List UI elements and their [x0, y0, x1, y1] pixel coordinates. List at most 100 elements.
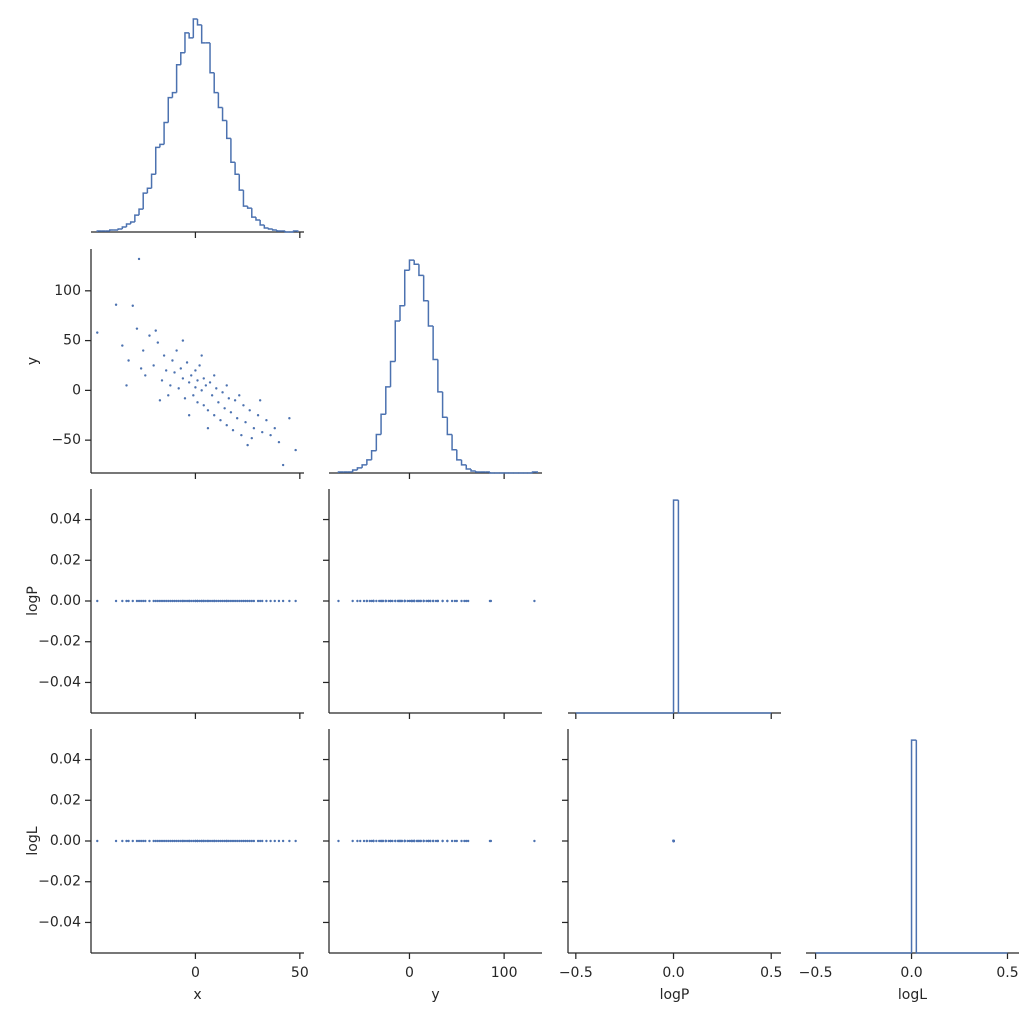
- scatter-point: [210, 599, 214, 603]
- histogram-bin: [389, 360, 396, 387]
- scatter-point: [173, 839, 176, 843]
- scatter-point: [227, 397, 231, 400]
- histogram-bin: [159, 143, 165, 148]
- histogram-bin: [451, 434, 457, 451]
- scatter-point: [413, 599, 416, 603]
- scatter-point: [152, 839, 155, 843]
- scatter-point: [131, 304, 134, 307]
- histogram-bin: [394, 320, 400, 362]
- histogram-bin: [441, 391, 448, 419]
- scatter-point: [235, 599, 239, 603]
- y-tick-label: 0.04: [50, 752, 81, 768]
- histogram-bin: [267, 228, 273, 230]
- scatter-point: [206, 427, 210, 430]
- scatter-point: [154, 329, 157, 332]
- scatter-point: [446, 599, 449, 603]
- scatter-point: [246, 599, 249, 603]
- y-axis-label: logL: [25, 826, 41, 855]
- scatter-point: [396, 599, 400, 603]
- y-tick-label: 0: [72, 382, 81, 398]
- scatter-point: [417, 599, 421, 603]
- scatter-point: [221, 391, 224, 394]
- histogram-bin: [255, 217, 261, 221]
- scatter-point: [400, 599, 404, 603]
- scatter-point: [187, 414, 191, 417]
- scatter-point: [175, 839, 178, 843]
- scatter-point: [210, 839, 214, 843]
- y-axis-label: y: [25, 357, 41, 365]
- scatter-point: [377, 599, 381, 603]
- scatter-point: [202, 377, 205, 380]
- y-tick-label: 0.00: [50, 593, 81, 609]
- scatter-point: [162, 839, 166, 843]
- scatter-point: [436, 839, 440, 843]
- scatter-point: [381, 839, 385, 843]
- histogram-bin: [276, 230, 282, 232]
- histogram-bin: [337, 471, 344, 473]
- scatter-point: [121, 344, 124, 347]
- scatter-point: [288, 839, 291, 843]
- scatter-point: [410, 839, 413, 843]
- scatter-point: [217, 599, 220, 603]
- scatter-point: [256, 414, 260, 417]
- scatter-point: [375, 599, 378, 603]
- scatter-point: [152, 599, 155, 603]
- histogram-bin: [142, 192, 148, 210]
- scatter-point: [142, 599, 145, 603]
- scatter-point: [127, 359, 130, 362]
- scatter-point: [223, 839, 226, 843]
- scatter-point: [139, 599, 143, 603]
- scatter-point: [148, 334, 151, 337]
- scatter-point: [179, 367, 182, 370]
- scatter-point: [246, 443, 249, 447]
- scatter-point: [152, 364, 155, 367]
- scatter-point: [410, 599, 413, 603]
- scatter-point: [429, 839, 432, 843]
- y-tick-label: 0.04: [50, 512, 81, 528]
- y-tick-label: −0.02: [38, 634, 81, 650]
- scatter-point: [196, 401, 199, 404]
- scatter-point: [368, 599, 371, 603]
- scatter-point: [219, 839, 222, 843]
- histogram-bin: [163, 121, 169, 145]
- scatter-point: [175, 599, 178, 603]
- scatter-point: [427, 599, 430, 603]
- histogram-bin: [422, 275, 429, 302]
- scatter-point: [240, 839, 243, 843]
- scatter-point: [158, 599, 162, 603]
- scatter-point: [238, 599, 241, 603]
- scatter-point: [441, 839, 444, 843]
- scatter-point: [206, 839, 210, 843]
- y-tick-label: 50: [63, 333, 81, 349]
- scatter-point: [398, 839, 402, 843]
- scatter-point: [252, 839, 256, 843]
- scatter-point: [158, 399, 162, 402]
- histogram-bin: [284, 231, 290, 233]
- scatter-point: [294, 599, 297, 603]
- scatter-point: [162, 354, 166, 357]
- scatter-point: [460, 839, 463, 843]
- scatter-point: [359, 839, 362, 843]
- scatter-point: [431, 839, 435, 843]
- scatter-point: [135, 599, 139, 603]
- scatter-point: [381, 599, 385, 603]
- scatter-point: [208, 599, 212, 603]
- scatter-point: [252, 599, 256, 603]
- histogram-bin: [910, 739, 917, 953]
- scatter-point: [244, 599, 247, 603]
- scatter-point: [370, 839, 373, 843]
- histogram-bin: [403, 269, 410, 306]
- scatter-point: [181, 377, 185, 380]
- scatter-point: [269, 599, 272, 603]
- scatter-point: [365, 839, 369, 843]
- scatter-point: [256, 839, 260, 843]
- scatter-point: [465, 839, 468, 843]
- histogram-bin: [188, 32, 194, 39]
- scatter-point: [200, 839, 203, 843]
- scatter-point: [250, 839, 253, 843]
- histogram-bin: [125, 223, 131, 228]
- scatter-point: [177, 839, 180, 843]
- histogram-bin: [418, 264, 424, 277]
- scatter-point: [413, 839, 416, 843]
- scatter-point: [377, 839, 381, 843]
